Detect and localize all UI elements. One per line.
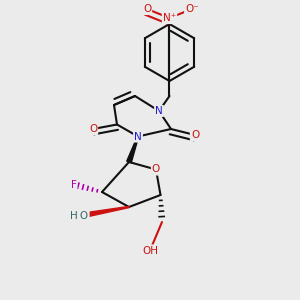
Text: OH: OH <box>142 245 158 256</box>
Text: O: O <box>89 124 97 134</box>
Polygon shape <box>79 206 129 218</box>
Text: O: O <box>191 130 199 140</box>
Polygon shape <box>127 136 139 163</box>
Text: O: O <box>143 4 151 14</box>
Text: O: O <box>152 164 160 175</box>
Text: N⁺: N⁺ <box>163 13 176 23</box>
Text: H O: H O <box>70 211 88 221</box>
Text: N: N <box>155 106 163 116</box>
Text: N: N <box>134 131 142 142</box>
Text: O⁻: O⁻ <box>185 4 199 14</box>
Text: F: F <box>70 179 76 190</box>
